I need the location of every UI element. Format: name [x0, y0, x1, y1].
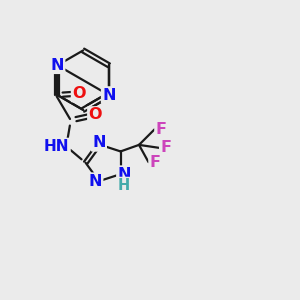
Text: O: O: [88, 107, 102, 122]
Text: O: O: [72, 86, 86, 101]
Text: H: H: [118, 178, 130, 193]
Text: N: N: [102, 88, 116, 103]
Text: F: F: [149, 154, 161, 169]
Text: HN: HN: [44, 139, 70, 154]
Text: N: N: [92, 135, 106, 150]
Text: N: N: [51, 58, 64, 73]
Text: F: F: [160, 140, 171, 155]
Text: F: F: [155, 122, 167, 137]
Text: N: N: [89, 174, 102, 189]
Text: N: N: [117, 167, 131, 182]
